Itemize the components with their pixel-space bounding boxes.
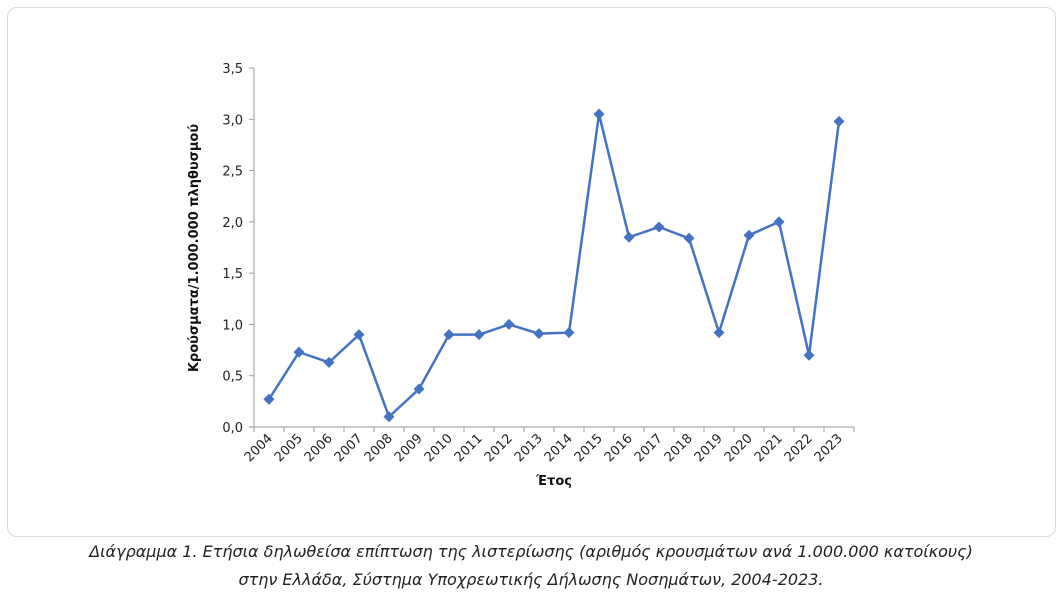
data-point-2022 bbox=[803, 349, 815, 361]
data-point-2004 bbox=[263, 393, 275, 405]
x-tick-label: 2007 bbox=[332, 431, 366, 465]
x-tick-label: 2008 bbox=[362, 431, 396, 465]
figure-caption-line-2: στην Ελλάδα, Σύστημα Υποχρεωτικής Δήλωση… bbox=[238, 570, 824, 589]
data-point-2023 bbox=[833, 115, 845, 127]
series-line bbox=[267, 112, 841, 418]
x-tick-label: 2010 bbox=[422, 431, 456, 465]
y-tick-label: 0,0 bbox=[222, 421, 243, 436]
chart-frame bbox=[7, 7, 1056, 537]
x-tick-label: 2019 bbox=[692, 431, 726, 465]
x-tick-label: 2022 bbox=[782, 431, 816, 465]
data-point-2013 bbox=[533, 328, 545, 340]
x-tick-label: 2006 bbox=[302, 431, 336, 465]
data-point-2011 bbox=[473, 329, 485, 341]
x-tick-label: 2020 bbox=[722, 431, 756, 465]
y-tick-label: 2,0 bbox=[222, 216, 243, 231]
x-tick-labels: 2004200520062007200820092010201120122013… bbox=[242, 431, 846, 465]
data-point-2015 bbox=[593, 108, 605, 120]
x-axis-title: Έτος bbox=[535, 474, 572, 489]
x-tick-label: 2016 bbox=[602, 431, 636, 465]
data-point-2017 bbox=[653, 221, 665, 233]
x-tick-label: 2021 bbox=[752, 431, 786, 465]
x-tick-label: 2012 bbox=[482, 431, 516, 465]
chart-axes bbox=[249, 67, 855, 432]
y-tick-labels: 0,0 0,5 1,0 1,5 2,0 2,5 3,0 3,5 bbox=[222, 62, 243, 436]
data-point-2010 bbox=[443, 329, 455, 341]
x-tick-label: 2014 bbox=[542, 431, 576, 465]
x-tick-label: 2013 bbox=[512, 431, 546, 465]
x-tick-label: 2023 bbox=[812, 431, 846, 465]
x-tick-label: 2018 bbox=[662, 431, 696, 465]
data-point-2019 bbox=[713, 327, 725, 339]
figure-caption-line-1: Διάγραμμα 1. Ετήσια δηλωθείσα επίπτωση τ… bbox=[89, 542, 973, 561]
x-tick-label: 2017 bbox=[632, 431, 666, 465]
data-point-2006 bbox=[323, 356, 335, 368]
data-point-2020 bbox=[743, 229, 755, 241]
data-point-2021 bbox=[773, 216, 785, 228]
data-point-2008 bbox=[383, 411, 395, 423]
data-point-2014 bbox=[563, 327, 575, 339]
y-axis-title: Κρούσματα/1.000.000 πληθυσμού bbox=[187, 124, 202, 373]
data-point-2018 bbox=[683, 232, 695, 244]
x-tick-label: 2004 bbox=[242, 431, 276, 465]
data-point-2007 bbox=[353, 329, 365, 341]
data-series bbox=[263, 108, 845, 423]
y-tick-label: 3,5 bbox=[222, 62, 243, 77]
y-tick-label: 2,5 bbox=[222, 165, 243, 180]
x-tick-label: 2011 bbox=[452, 431, 486, 465]
x-tick-label: 2009 bbox=[392, 431, 426, 465]
data-point-2005 bbox=[293, 346, 305, 358]
y-tick-label: 0,5 bbox=[222, 370, 243, 385]
y-tick-label: 3,0 bbox=[222, 113, 243, 128]
x-tick-label: 2015 bbox=[572, 431, 606, 465]
data-point-2009 bbox=[413, 383, 425, 395]
x-tick-label: 2005 bbox=[272, 431, 306, 465]
data-point-2016 bbox=[623, 231, 635, 243]
y-tick-label: 1,5 bbox=[222, 267, 243, 282]
data-point-2012 bbox=[503, 318, 515, 330]
y-tick-label: 1,0 bbox=[222, 318, 243, 333]
